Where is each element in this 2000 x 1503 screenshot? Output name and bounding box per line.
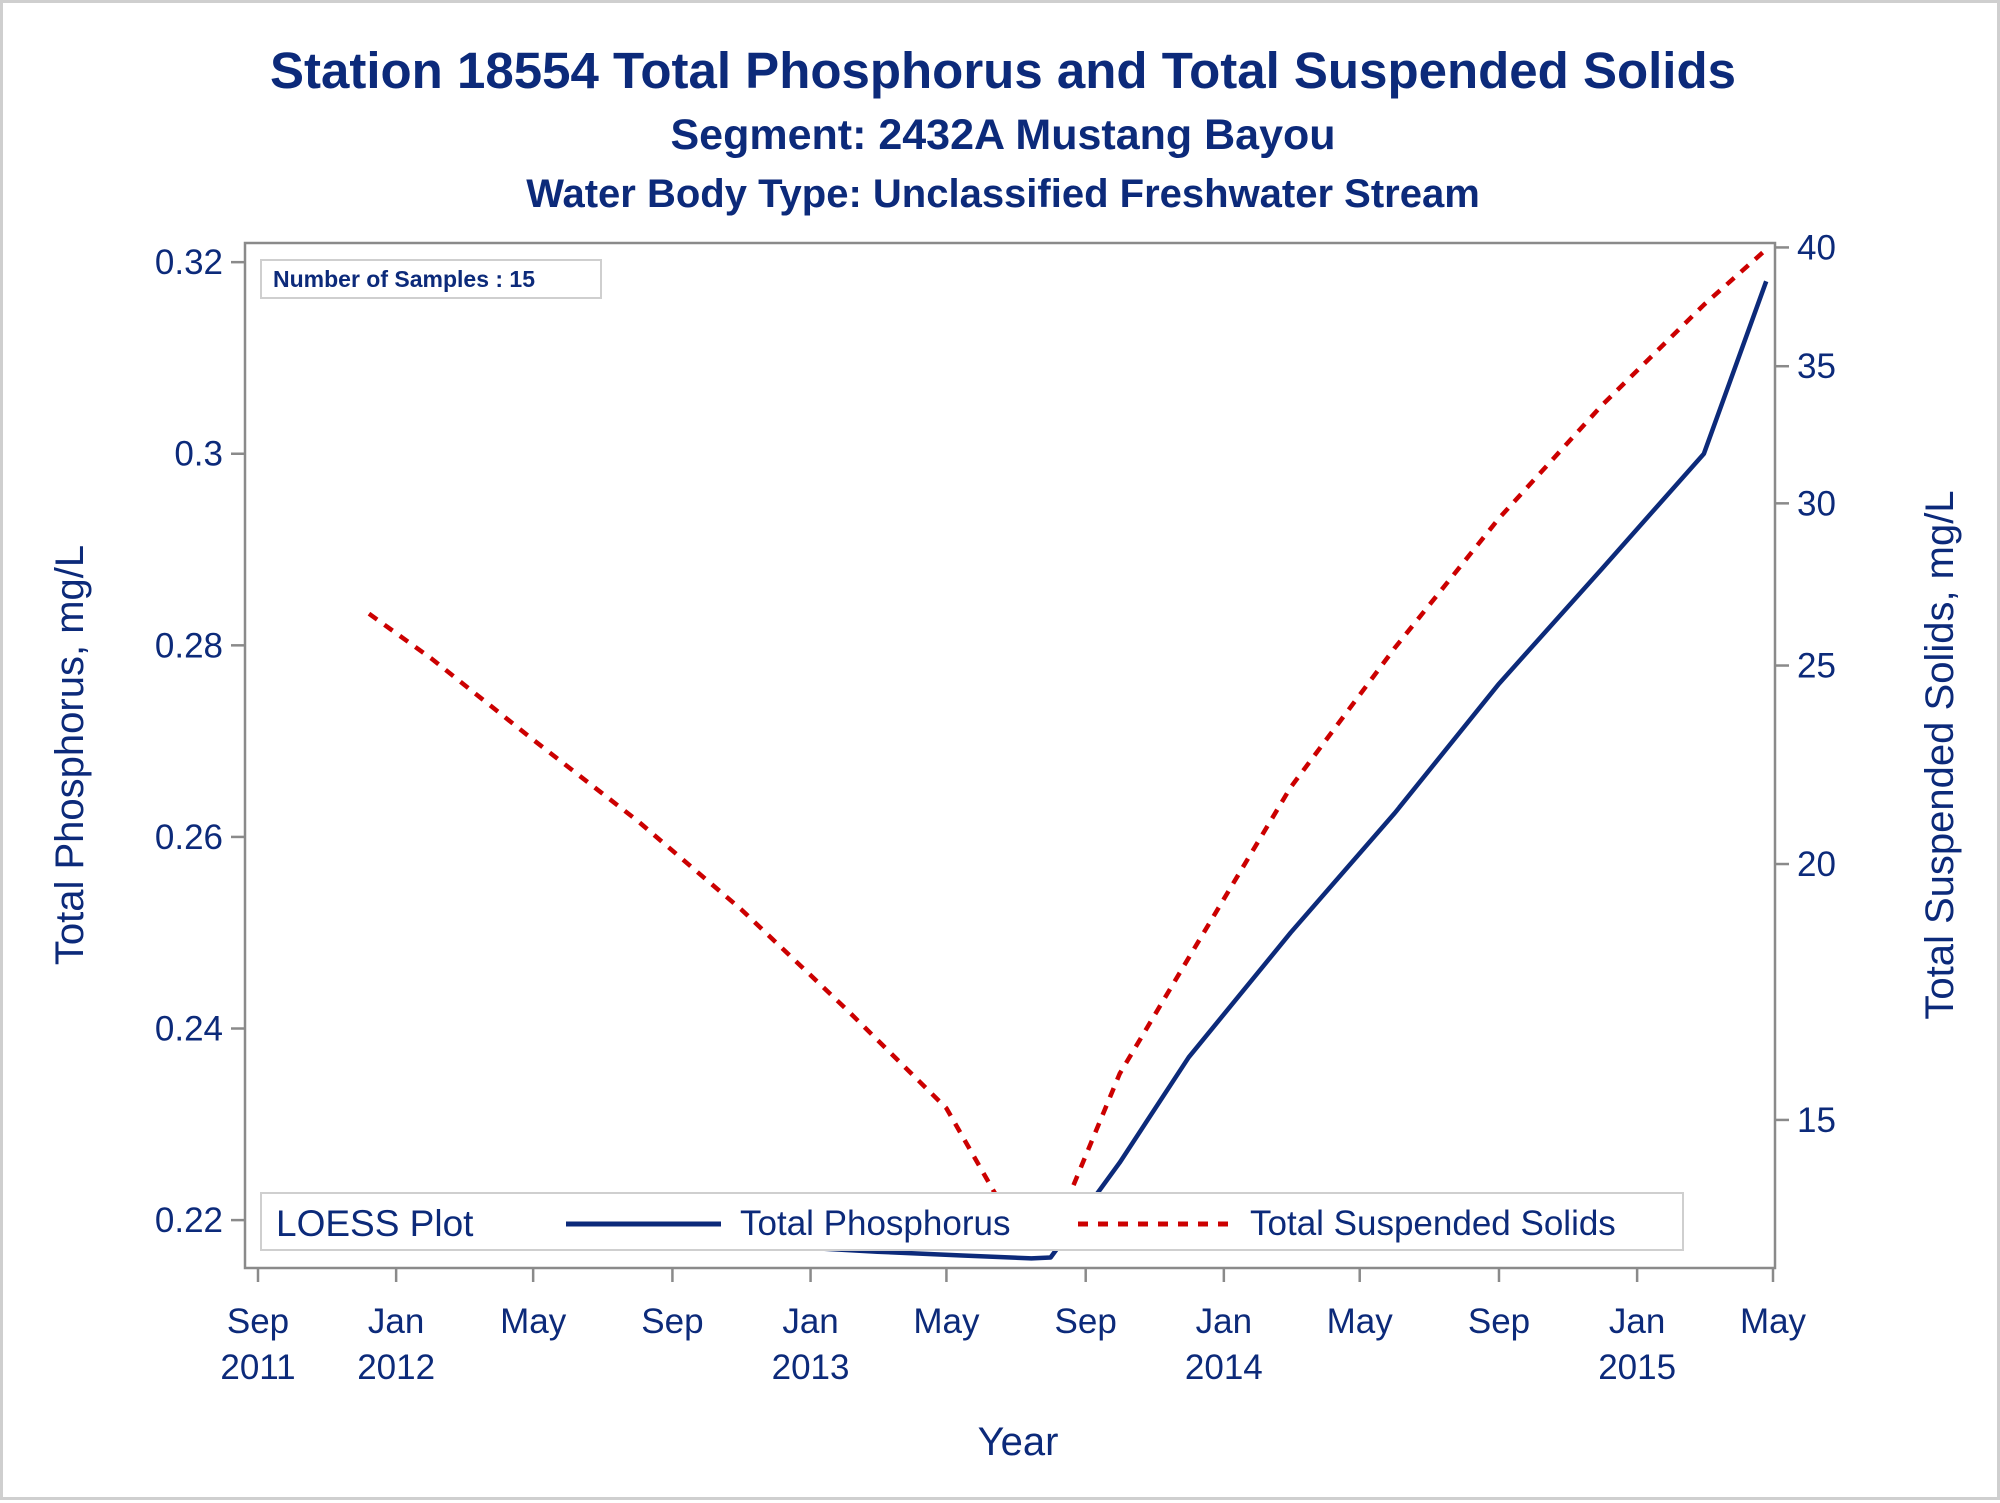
x-tick-label-year: 2012 [357, 1348, 435, 1387]
x-tick-label-month: Jan [1609, 1302, 1665, 1341]
y-left-tick-label: 0.3 [174, 435, 223, 474]
y-left-tick-label: 0.26 [155, 818, 223, 857]
y-axis-left-title: Total Phosphorus, mg/L [48, 545, 92, 965]
y-right-tick-label: 40 [1797, 228, 1836, 267]
x-tick-label-month: May [913, 1302, 980, 1341]
sample-count-label: Number of Samples : 15 [273, 266, 535, 292]
x-tick-label-month: Sep [641, 1302, 703, 1341]
y-right-tick-label: 15 [1797, 1101, 1836, 1140]
x-tick-label-month: May [1740, 1302, 1807, 1341]
x-tick-label-month: Sep [1468, 1302, 1530, 1341]
legend-label-total-phosphorus: Total Phosphorus [740, 1204, 1010, 1243]
axis-ticks: Sep 2011 Jan 2012 May Sep Jan 2013 May Sep Jan 2014… [155, 228, 1836, 1387]
legend-title: LOESS Plot [276, 1203, 474, 1244]
x-tick-label-month: May [500, 1302, 567, 1341]
x-tick-label-month: Sep [227, 1302, 289, 1341]
series-line-total-phosphorus [368, 280, 1769, 1261]
y-left-tick-label: 0.32 [155, 243, 223, 282]
x-tick-label-month: Sep [1055, 1302, 1117, 1341]
y-right-tick-label: 25 [1797, 647, 1836, 686]
x-tick-label-year: 2013 [772, 1348, 850, 1387]
x-tick-label-month: May [1327, 1302, 1394, 1341]
y-right-tick-label: 20 [1797, 845, 1836, 884]
series-line-total-suspended-solids [367, 245, 1770, 1250]
chart-subtitle-segment: Segment: 2432A Mustang Bayou [670, 111, 1336, 159]
y-left-tick-label: 0.22 [155, 1201, 223, 1240]
x-axis-title: Year [978, 1420, 1059, 1464]
chart-title: Station 18554 Total Phosphorus and Total… [270, 42, 1736, 99]
x-tick-label-month: Jan [1196, 1302, 1252, 1341]
x-tick-label-month: Jan [782, 1302, 838, 1341]
x-tick-label-year: 2014 [1185, 1348, 1263, 1387]
legend-box [260, 1192, 1684, 1251]
x-tick-label-year: 2011 [220, 1348, 295, 1387]
plot-frame [243, 241, 1777, 1270]
legend-label-total-suspended-solids: Total Suspended Solids [1250, 1204, 1616, 1243]
series-layer [367, 245, 1770, 1261]
sample-count-box [260, 259, 602, 299]
plot-svg: Sep 2011 Jan 2012 May Sep Jan 2013 May Sep Jan 2014… [48, 228, 1962, 1464]
x-tick-label-year: 2015 [1598, 1348, 1676, 1387]
y-right-tick-label: 30 [1797, 484, 1836, 523]
y-axis-right-title: Total Suspended Solids, mg/L [1918, 490, 1962, 1019]
y-left-tick-label: 0.24 [155, 1010, 223, 1049]
chart-subtitle-water-body: Water Body Type: Unclassified Freshwater… [526, 172, 1480, 216]
y-left-tick-label: 0.28 [155, 626, 223, 665]
x-tick-label-month: Jan [368, 1302, 424, 1341]
y-right-tick-label: 35 [1797, 347, 1836, 386]
